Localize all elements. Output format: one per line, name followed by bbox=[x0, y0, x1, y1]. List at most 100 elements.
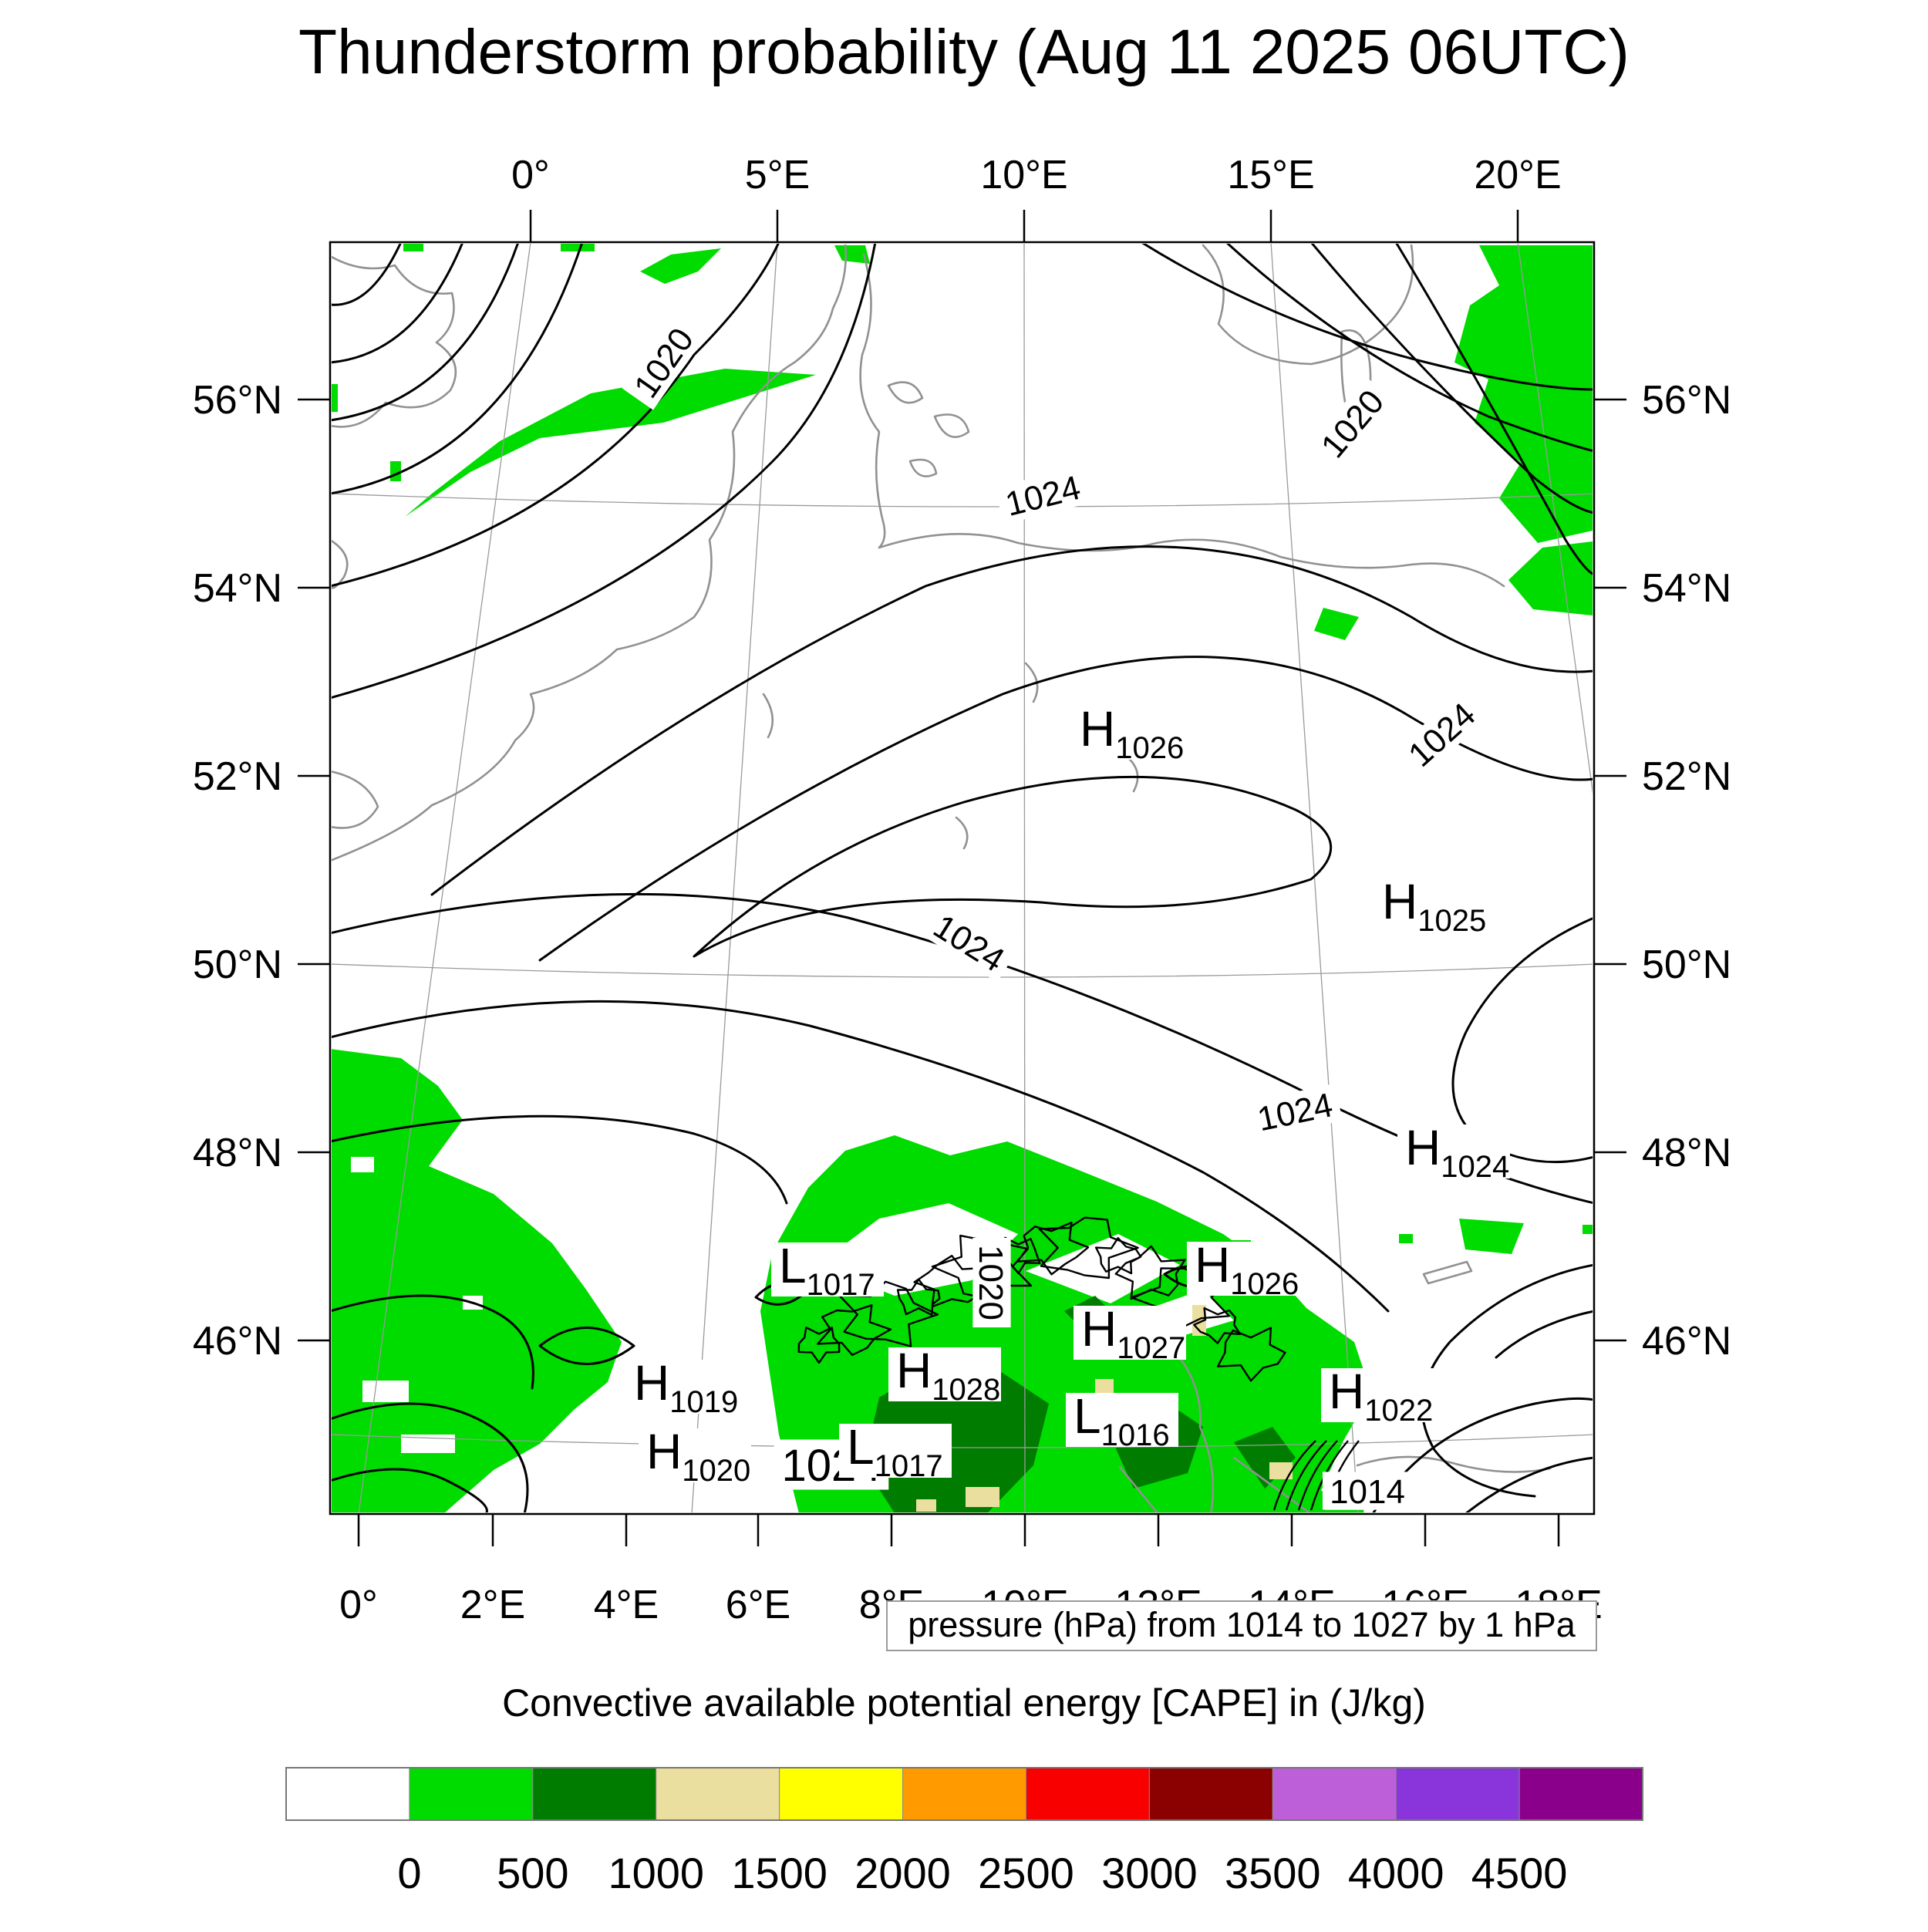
pressure-center-letter: H1026 bbox=[1080, 701, 1184, 765]
isobar-1020-nw bbox=[332, 244, 780, 588]
colorbar-segment bbox=[1148, 1767, 1273, 1821]
isobar-label: 1024 bbox=[994, 466, 1091, 524]
svg-text:1024: 1024 bbox=[1002, 469, 1084, 524]
lat-tick-label-left: 46°N bbox=[193, 1319, 282, 1364]
colorbar-tick-label: 3500 bbox=[1225, 1849, 1321, 1897]
isobar-label: 1020 bbox=[1308, 376, 1396, 470]
pressure-center-letter: H1025 bbox=[1382, 874, 1486, 938]
page-title: Thunderstorm probability (Aug 11 2025 06… bbox=[298, 17, 1630, 87]
pressure-center-marker: H1028 bbox=[888, 1343, 1001, 1407]
colorbar-tick-label: 1000 bbox=[608, 1849, 704, 1897]
svg-text:1014: 1014 bbox=[1330, 1473, 1405, 1511]
pressure-center-marker: L1016 bbox=[1066, 1388, 1178, 1452]
colorbar-segment bbox=[1518, 1767, 1643, 1821]
colorbar bbox=[285, 1767, 1643, 1821]
colorbar-segment bbox=[409, 1767, 534, 1821]
lat-tick-label-left: 52°N bbox=[193, 754, 282, 799]
pressure-center-marker: H1024 bbox=[1397, 1120, 1510, 1184]
lon-tick-label-top: 20°E bbox=[1474, 153, 1561, 197]
pressure-center-letter: L1016 bbox=[1074, 1388, 1170, 1452]
coast-britain bbox=[332, 255, 457, 428]
colorbar-segment bbox=[1025, 1767, 1150, 1821]
latitude-axis-left: 56°N 54°N 52°N 50°N 48°N 46°N bbox=[193, 378, 330, 1364]
pressure-center-letter: L1017 bbox=[779, 1238, 875, 1302]
alpine-contour-ring bbox=[797, 1327, 841, 1364]
lon-tick-label-top: 15°E bbox=[1227, 153, 1314, 197]
pressure-center-letter: H1019 bbox=[634, 1355, 738, 1419]
coastlines bbox=[332, 244, 1552, 1512]
colorbar-segment bbox=[532, 1767, 657, 1821]
alpine-contour-ring bbox=[1216, 1327, 1286, 1382]
pressure-center-letter: H1026 bbox=[1195, 1237, 1299, 1301]
pressure-center-marker: H1020 bbox=[639, 1424, 751, 1488]
lat-tick-label-right: 50°N bbox=[1642, 942, 1731, 987]
pressure-center-marker: H1019 bbox=[626, 1355, 739, 1419]
pressure-center-letter: H1020 bbox=[646, 1424, 750, 1488]
pressure-center-marker: H1026 bbox=[1187, 1237, 1299, 1301]
colorbar-tick-labels: 0 500 1000 1500 2000 2500 3000 3500 4000 4500 bbox=[397, 1849, 1567, 1897]
coast-adriatic bbox=[1356, 1455, 1552, 1473]
parallel-55N bbox=[332, 493, 1593, 507]
longitude-axis-top: 0° 5°E 10°E 15°E 20°E bbox=[511, 153, 1562, 242]
lon-tick-label-bottom: 0° bbox=[339, 1583, 378, 1627]
meridian-20E bbox=[1517, 244, 1593, 794]
lon-tick-label-bottom: 6°E bbox=[726, 1583, 790, 1627]
alpine-contour-ring bbox=[1114, 1245, 1186, 1300]
pressure-caption: pressure (hPa) from 1014 to 1027 by 1 hP… bbox=[886, 1600, 1597, 1651]
parallel-50N bbox=[332, 963, 1593, 978]
pressure-caption-text: pressure (hPa) from 1014 to 1027 by 1 hP… bbox=[908, 1605, 1576, 1644]
map-frame bbox=[329, 241, 1596, 1516]
graticule bbox=[332, 244, 1593, 1512]
lat-tick-label-right: 48°N bbox=[1642, 1131, 1731, 1175]
isobar-1014-bundle bbox=[1272, 1440, 1316, 1511]
isobar-label: 1024 bbox=[921, 902, 1018, 983]
lat-tick-label-left: 56°N bbox=[193, 378, 282, 423]
pressure-center-marker: H1025 bbox=[1374, 874, 1487, 938]
pressure-center-marker: L1017 bbox=[771, 1238, 884, 1302]
latitude-axis-right: 56°N 54°N 52°N 50°N 48°N 46°N bbox=[1594, 378, 1731, 1364]
lon-tick-label-top: 0° bbox=[511, 153, 550, 197]
pressure-center-letter: L1017 bbox=[847, 1419, 943, 1483]
lat-tick-label-right: 56°N bbox=[1642, 378, 1731, 423]
parallel-45N bbox=[332, 1434, 1593, 1448]
colorbar-tick-label: 3000 bbox=[1101, 1849, 1198, 1897]
lake-balaton bbox=[1422, 1260, 1473, 1285]
colorbar-segment bbox=[1395, 1767, 1520, 1821]
colorbar-segment bbox=[779, 1767, 904, 1821]
alpine-contour-ring bbox=[817, 1304, 892, 1356]
lat-tick-label-left: 50°N bbox=[193, 942, 282, 987]
pressure-center-marker: H1027 bbox=[1074, 1301, 1186, 1365]
lat-tick-label-right: 52°N bbox=[1642, 754, 1731, 799]
coast-denmark bbox=[693, 244, 847, 619]
colorbar-tick-label: 2500 bbox=[978, 1849, 1074, 1897]
pressure-center-marker: L1017 bbox=[839, 1419, 952, 1483]
pressure-center-letter: H1027 bbox=[1081, 1301, 1185, 1365]
alpine-contour-ring bbox=[896, 1278, 941, 1317]
svg-text:1020: 1020 bbox=[972, 1245, 1010, 1320]
isobar-label: 1024 bbox=[1247, 1083, 1343, 1140]
coast-liguria bbox=[1177, 1354, 1215, 1512]
pressure-center-marker: H1022 bbox=[1321, 1364, 1434, 1428]
lon-tick-label-top: 10°E bbox=[980, 153, 1067, 197]
colorbar-tick-label: 1500 bbox=[731, 1849, 827, 1897]
colorbar-segment bbox=[285, 1767, 410, 1821]
meridian-5E bbox=[691, 244, 778, 1512]
isobar-1014-bundle bbox=[1285, 1440, 1327, 1511]
lat-tick-label-right: 46°N bbox=[1642, 1319, 1731, 1364]
lat-tick-label-left: 54°N bbox=[193, 566, 282, 611]
isobar-1024-dome bbox=[538, 656, 1593, 962]
colorbar-outline bbox=[285, 1767, 1643, 1821]
pressure-center-letter: H1024 bbox=[1405, 1120, 1509, 1184]
alpine-contour-ring bbox=[1193, 1307, 1242, 1344]
svg-text:1024: 1024 bbox=[1254, 1086, 1336, 1138]
colorbar-segment bbox=[1272, 1767, 1397, 1821]
colorbar-segment bbox=[656, 1767, 780, 1821]
pressure-center-letter: H1022 bbox=[1329, 1364, 1433, 1428]
alpine-contour-cluster bbox=[797, 1216, 1360, 1511]
colorbar-tick-label: 0 bbox=[397, 1849, 421, 1897]
isobar-label: 1014 bbox=[1322, 1472, 1413, 1511]
lon-tick-label-bottom: 2°E bbox=[460, 1583, 525, 1627]
